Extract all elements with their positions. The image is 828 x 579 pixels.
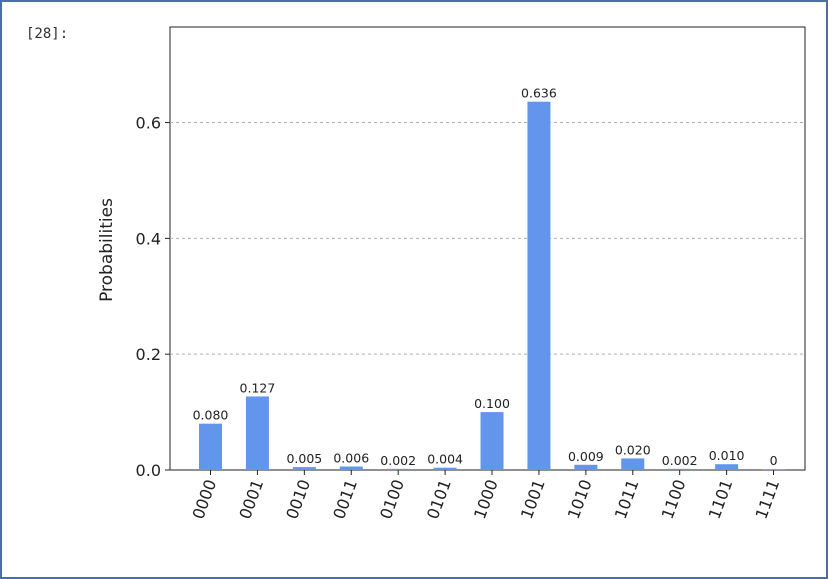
x-tick-label: 0101 xyxy=(423,477,455,522)
bar-value-label: 0.009 xyxy=(568,449,604,464)
cell-prompt: [28]: xyxy=(26,26,69,42)
bar-0010 xyxy=(292,467,316,470)
x-tick-label: 0011 xyxy=(329,477,361,522)
x-tick-label: 1101 xyxy=(705,477,737,522)
x-tick-label: 1011 xyxy=(611,477,643,522)
bar-0100 xyxy=(386,468,410,470)
bar-value-label: 0.010 xyxy=(709,448,745,463)
x-tick-label: 0100 xyxy=(376,477,408,522)
plot-area xyxy=(169,26,806,471)
x-tick-label: 1100 xyxy=(658,477,690,522)
bar-value-label: 0.020 xyxy=(615,442,651,457)
y-tick-label: 0.0 xyxy=(136,461,161,480)
bar-value-labels: 0.080 0.127 0.005 0.006 0.002 0.004 0.100 0.636… xyxy=(193,86,778,468)
bar-1000 xyxy=(480,412,504,470)
bar-1010 xyxy=(574,464,598,470)
x-tick-label: 1000 xyxy=(470,477,502,522)
bar-0101 xyxy=(433,467,457,470)
bar-1011 xyxy=(621,458,645,470)
bar-value-label: 0.636 xyxy=(521,86,557,101)
x-tick-label: 1111 xyxy=(752,477,784,522)
x-tick-label: 1001 xyxy=(517,477,549,522)
bar-1001 xyxy=(527,101,551,470)
y-axis-label: Probabilities xyxy=(97,198,117,302)
x-tick-label: 1010 xyxy=(564,477,596,522)
bar-0001 xyxy=(245,396,269,470)
grid-lines xyxy=(170,122,805,355)
x-tick-label: 0001 xyxy=(235,477,267,522)
y-tick-label: 0.2 xyxy=(136,345,161,364)
bar-0000 xyxy=(199,423,222,470)
bar-value-label: 0.006 xyxy=(333,451,369,466)
bar-value-label: 0.080 xyxy=(193,408,229,423)
bar-value-label: 0.100 xyxy=(474,396,510,411)
y-tick-label: 0.6 xyxy=(136,114,161,133)
y-axis-ticks: 0.0 0.2 0.4 0.6 xyxy=(136,114,170,480)
bar-0011 xyxy=(339,466,363,470)
bar-value-label: 0 xyxy=(770,453,778,468)
bar-value-label: 0.005 xyxy=(286,451,322,466)
x-axis-ticks: 0000 0001 0010 0011 0100 0101 1000 1001 1010 1011… xyxy=(188,470,783,522)
bar-value-label: 0.002 xyxy=(662,453,698,468)
bar-1111 xyxy=(762,469,786,470)
bar-value-label: 0.002 xyxy=(380,453,416,468)
x-tick-label: 0000 xyxy=(188,477,220,522)
bar-value-label: 0.004 xyxy=(427,452,463,467)
x-tick-label: 0010 xyxy=(282,477,314,522)
bars xyxy=(199,101,786,470)
y-tick-label: 0.4 xyxy=(136,229,161,248)
bar-1101 xyxy=(715,464,739,470)
bar-value-label: 0.127 xyxy=(240,380,276,395)
bar-1100 xyxy=(668,468,692,470)
